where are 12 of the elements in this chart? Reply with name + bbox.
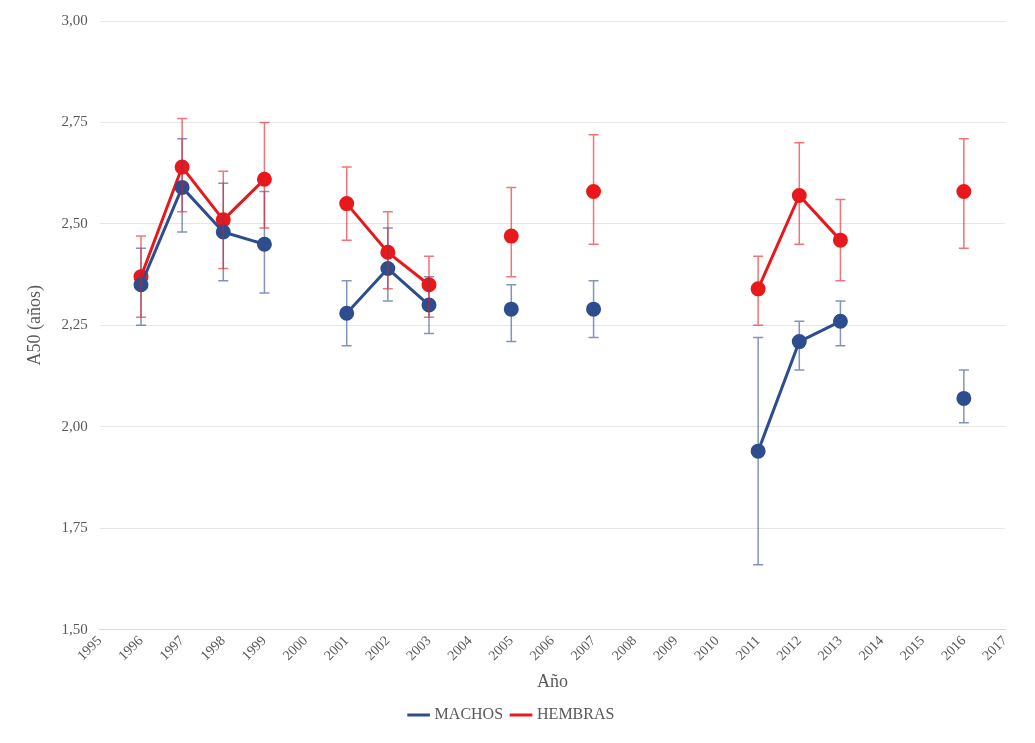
y-tick-label: 1,75 <box>61 519 88 536</box>
x-tick-label: 2011 <box>732 632 763 663</box>
y-tick-label: 2,25 <box>61 316 88 333</box>
legend-label: MACHOS <box>434 705 504 723</box>
legend-label: HEMBRAS <box>537 705 615 723</box>
y-tick-label: 1,50 <box>61 620 88 637</box>
y-axis-title: A50 (años) <box>23 285 45 366</box>
x-axis-title: Año <box>536 670 568 691</box>
y-tick-label: 2,75 <box>61 113 88 130</box>
y-tick-label: 2,50 <box>61 214 88 231</box>
y-tick-label: 2,00 <box>61 417 88 434</box>
y-tick-label: 3,00 <box>61 11 88 28</box>
